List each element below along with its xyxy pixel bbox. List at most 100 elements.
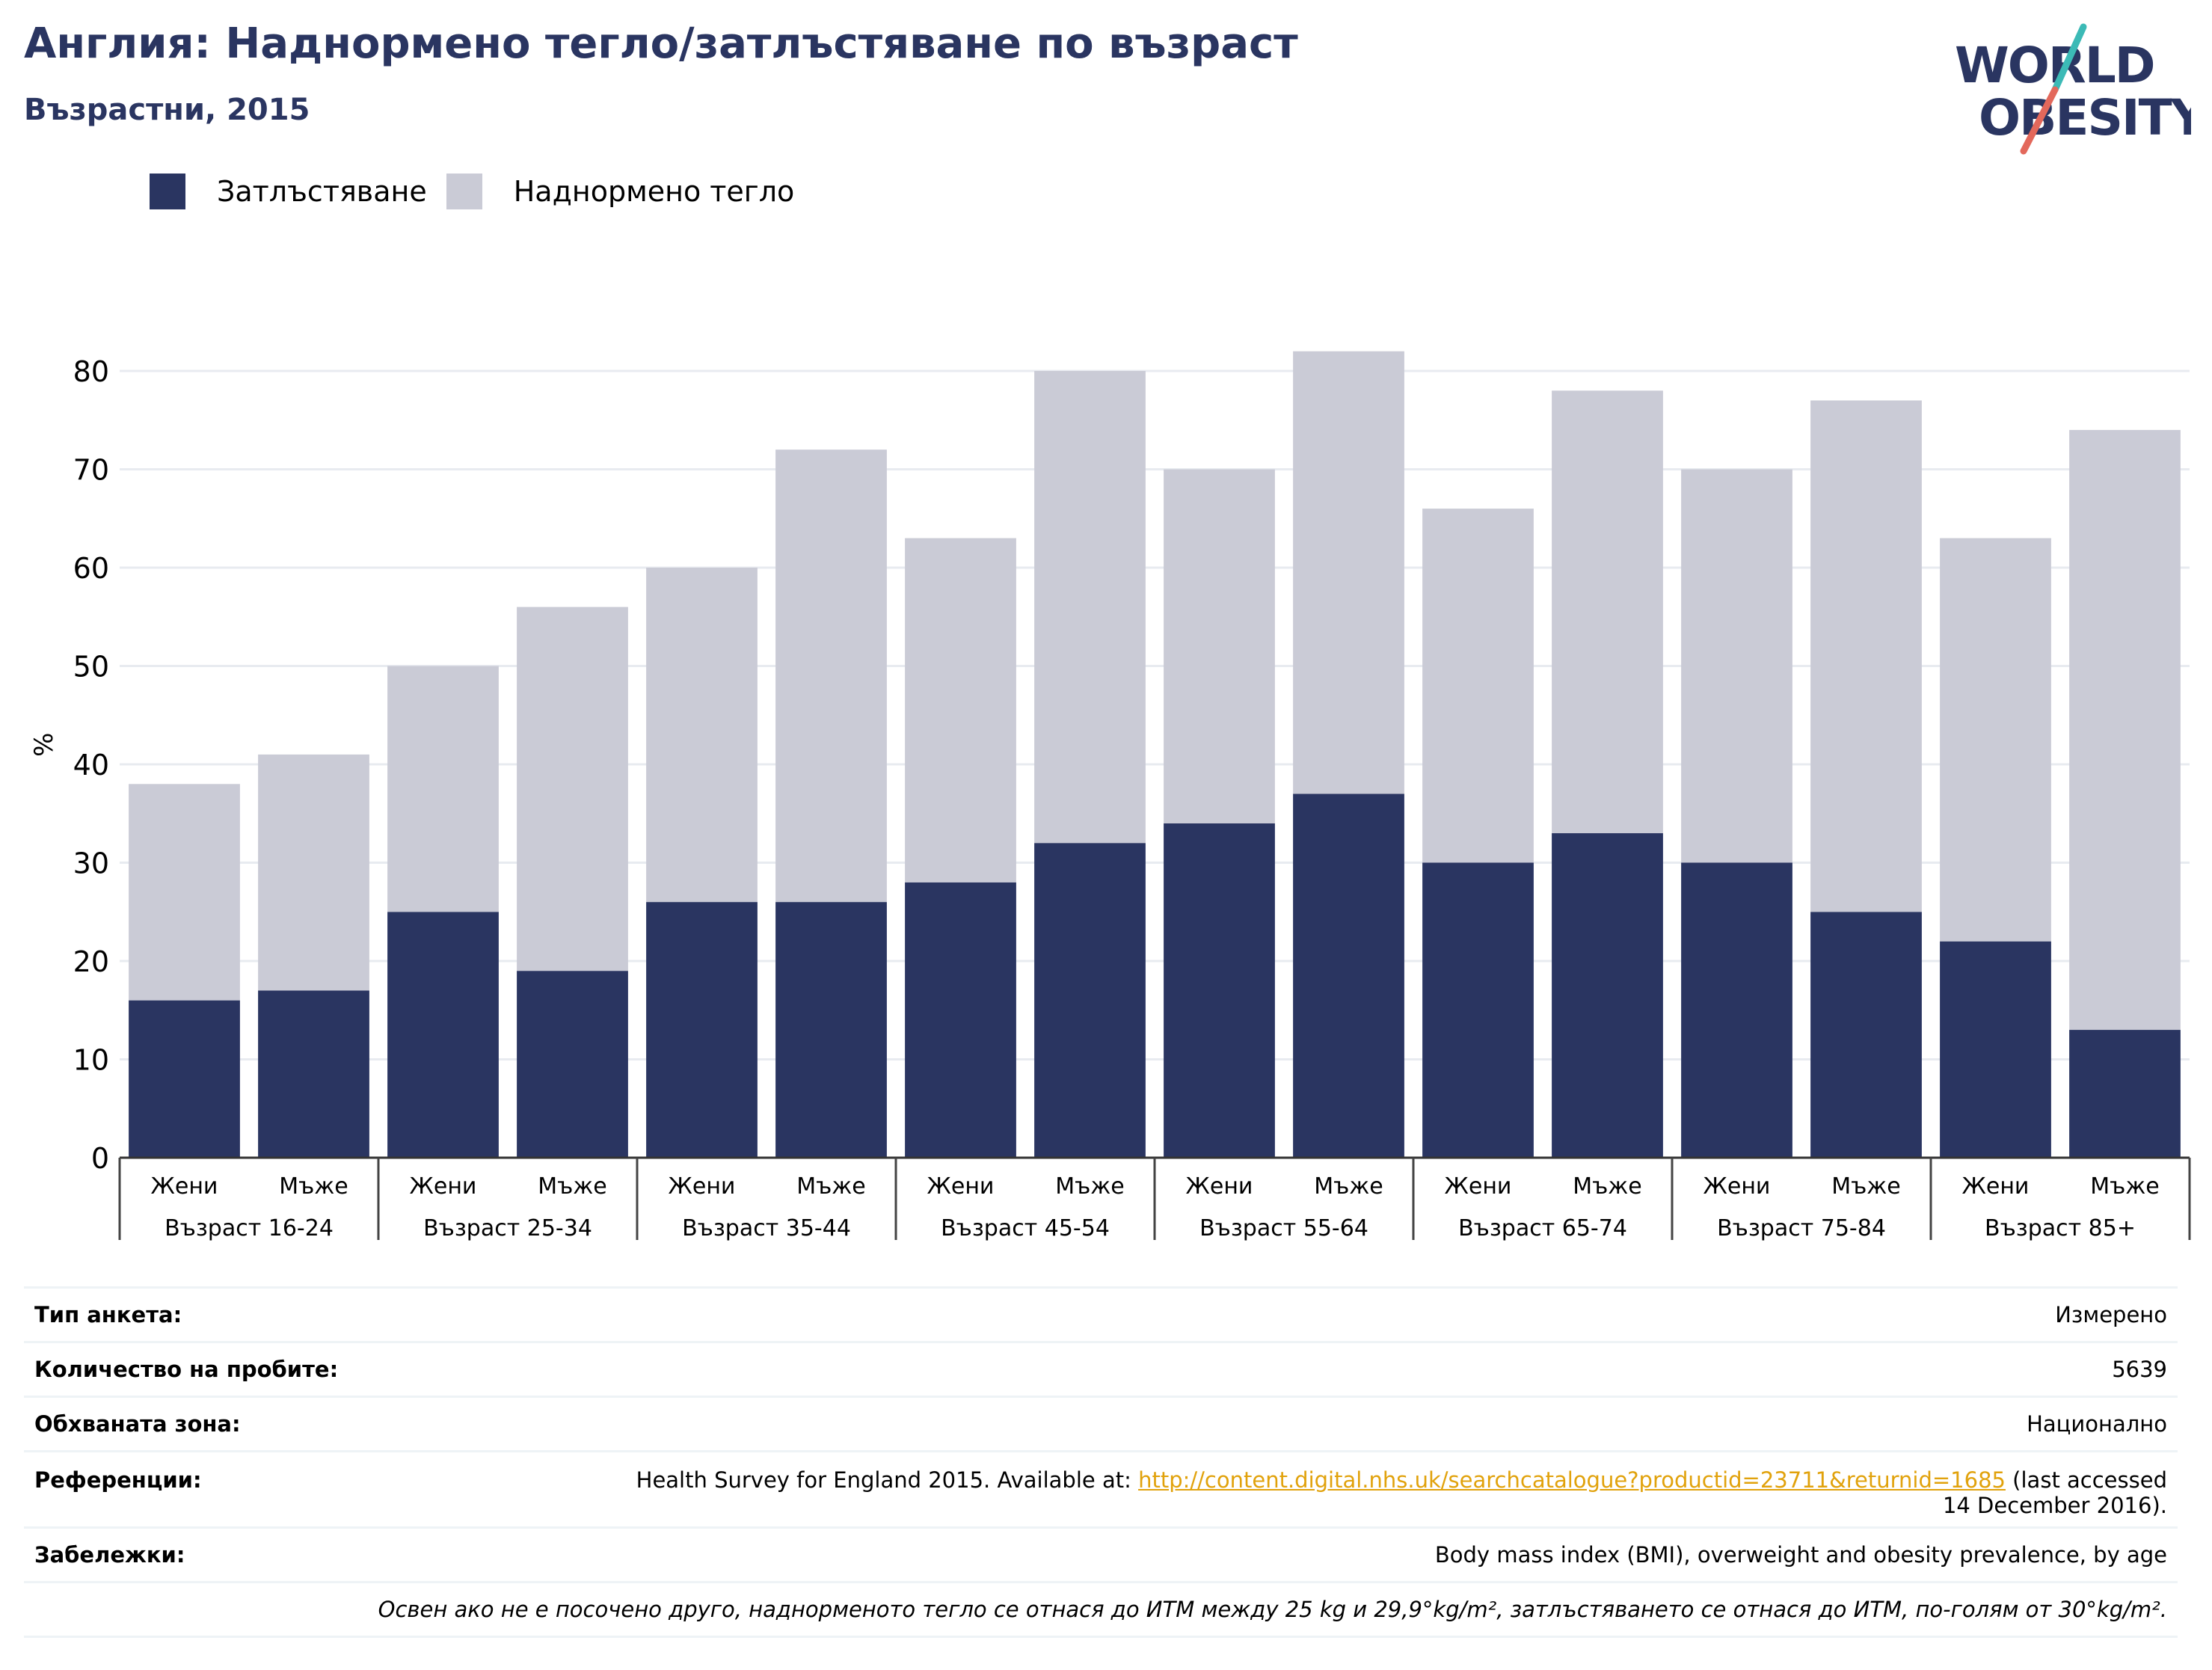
meta-row-survey-type: Тип анкета: Измерено	[24, 1286, 2178, 1341]
meta-row-sample-size: Количество на пробите: 5639	[24, 1341, 2178, 1396]
bar-obesity-5	[775, 902, 887, 1158]
group-label-2: Възраст 35-44	[682, 1215, 851, 1241]
x-tick-label-9: Мъже	[1314, 1173, 1383, 1200]
bar-obesity-9	[1293, 793, 1404, 1158]
meta-row-references: Референции: Health Survey for England 20…	[24, 1450, 2178, 1526]
bar-overweight-10	[1422, 509, 1534, 863]
notes-label: Забележки:	[34, 1542, 185, 1568]
bar-overweight-4	[646, 568, 758, 903]
sample-size-label: Количество на пробите:	[34, 1357, 339, 1382]
bar-obesity-8	[1164, 823, 1275, 1158]
y-tick-label-0: 0	[91, 1142, 109, 1175]
sample-size-value: 5639	[2112, 1357, 2167, 1382]
x-tick-label-8: Жени	[1186, 1173, 1253, 1200]
x-tick-label-6: Жени	[927, 1173, 995, 1200]
x-tick-label-11: Мъже	[1573, 1173, 1642, 1200]
meta-row-area: Обхваната зона: Национално	[24, 1396, 2178, 1450]
bar-obesity-4	[646, 902, 758, 1158]
y-tick-label-30: 30	[73, 847, 109, 880]
notes-value: Body mass index (BMI), overweight and ob…	[1434, 1542, 2167, 1568]
bar-obesity-0	[129, 1000, 240, 1158]
bar-overweight-6	[905, 538, 1016, 882]
bar-overweight-0	[129, 784, 240, 1001]
meta-row-footnote: Освен ако не е посочено друго, наднормен…	[24, 1581, 2178, 1638]
logo-slash-teal	[2051, 23, 2087, 93]
bar-obesity-11	[1552, 833, 1663, 1158]
logo-slash-coral	[2020, 86, 2059, 155]
x-tick-label-5: Мъже	[796, 1173, 866, 1200]
bar-overweight-11	[1552, 390, 1663, 834]
y-tick-label-50: 50	[73, 651, 109, 684]
x-tick-label-1: Мъже	[279, 1173, 348, 1200]
x-tick-label-10: Жени	[1445, 1173, 1512, 1200]
y-tick-label-70: 70	[73, 454, 109, 487]
x-tick-label-13: Мъже	[1831, 1173, 1901, 1200]
bar-obesity-10	[1422, 862, 1534, 1158]
bar-obesity-14	[1940, 941, 2051, 1158]
bar-overweight-7	[1034, 371, 1146, 844]
references-suffix: (last accessed	[2005, 1467, 2167, 1493]
bar-obesity-3	[517, 971, 628, 1158]
x-tick-label-15: Мъже	[2090, 1173, 2160, 1200]
world-obesity-logo: WORLD OBESITY	[1955, 23, 2191, 155]
meta-row-notes: Забележки: Body mass index (BMI), overwe…	[24, 1526, 2178, 1581]
chart-legend: Затлъстяване Наднормено тегло	[150, 174, 814, 209]
bar-obesity-13	[1810, 912, 1922, 1158]
y-tick-label-60: 60	[73, 552, 109, 585]
group-label-0: Възраст 16-24	[165, 1215, 334, 1241]
x-tick-label-3: Мъже	[538, 1173, 607, 1200]
chart-title: Англия: Наднормено тегло/затлъстяване по…	[24, 19, 1298, 68]
group-label-1: Възраст 25-34	[423, 1215, 592, 1241]
x-tick-label-2: Жени	[410, 1173, 477, 1200]
survey-type-label: Тип анкета:	[34, 1302, 182, 1327]
group-label-5: Възраст 65-74	[1458, 1215, 1627, 1241]
legend-label-overweight: Наднормено тегло	[513, 175, 795, 208]
bar-overweight-9	[1293, 351, 1404, 794]
bar-overweight-2	[387, 666, 499, 912]
y-tick-label-20: 20	[73, 945, 109, 978]
bar-overweight-13	[1810, 400, 1922, 912]
bar-obesity-6	[905, 882, 1016, 1158]
chart-subtitle: Възрастни, 2015	[24, 93, 310, 127]
x-tick-label-4: Жени	[669, 1173, 736, 1200]
legend-swatch-overweight	[446, 174, 482, 209]
references-prefix: Health Survey for England 2015. Availabl…	[636, 1467, 1139, 1493]
bar-obesity-7	[1034, 843, 1146, 1158]
survey-metadata-table: Тип анкета: Измерено Количество на проби…	[24, 1286, 2178, 1638]
bar-overweight-15	[2069, 429, 2181, 1031]
references-value: Health Survey for England 2015. Availabl…	[636, 1467, 2167, 1518]
legend-label-obesity: Затлъстяване	[217, 175, 427, 208]
survey-type-value: Измерено	[2055, 1302, 2167, 1327]
area-value: Национално	[2027, 1411, 2167, 1437]
bar-overweight-5	[775, 449, 887, 903]
group-label-4: Възраст 55-64	[1199, 1215, 1368, 1241]
y-axis-label: %	[29, 733, 59, 757]
y-tick-label-40: 40	[73, 749, 109, 782]
footnote: Освен ако не е посочено друго, наднормен…	[378, 1597, 2167, 1622]
references-label: Референции:	[34, 1467, 202, 1493]
bar-obesity-2	[387, 912, 499, 1158]
bar-obesity-1	[258, 990, 369, 1158]
bar-overweight-12	[1681, 469, 1792, 863]
y-tick-label-80: 80	[73, 355, 109, 388]
legend-swatch-obesity	[150, 174, 185, 209]
group-label-6: Възраст 75-84	[1717, 1215, 1886, 1241]
area-label: Обхваната зона:	[34, 1411, 241, 1437]
bar-overweight-8	[1164, 469, 1275, 823]
y-tick-label-10: 10	[73, 1044, 109, 1077]
bar-overweight-3	[517, 607, 628, 971]
x-tick-label-7: Мъже	[1055, 1173, 1125, 1200]
stacked-bar-chart: 0 10 20 30 40 50 60 70 80% Жени Мъже Жени Мъже Жени Мъ…	[29, 351, 2191, 1241]
bar-overweight-14	[1940, 538, 2051, 942]
logo-line-2: OBESITY	[1979, 89, 2191, 147]
bar-obesity-12	[1681, 862, 1792, 1158]
x-tick-label-14: Жени	[1962, 1173, 2030, 1200]
x-tick-label-12: Жени	[1703, 1173, 1771, 1200]
references-suffix-2: 14 December 2016).	[1942, 1493, 2167, 1518]
bar-overweight-1	[258, 754, 369, 991]
references-link[interactable]: http://content.digital.nhs.uk/searchcata…	[1138, 1467, 2006, 1493]
group-label-3: Възраст 45-54	[941, 1215, 1110, 1241]
group-label-7: Възраст 85+	[1985, 1215, 2136, 1241]
x-tick-label-0: Жени	[151, 1173, 218, 1200]
bar-obesity-15	[2069, 1030, 2181, 1158]
